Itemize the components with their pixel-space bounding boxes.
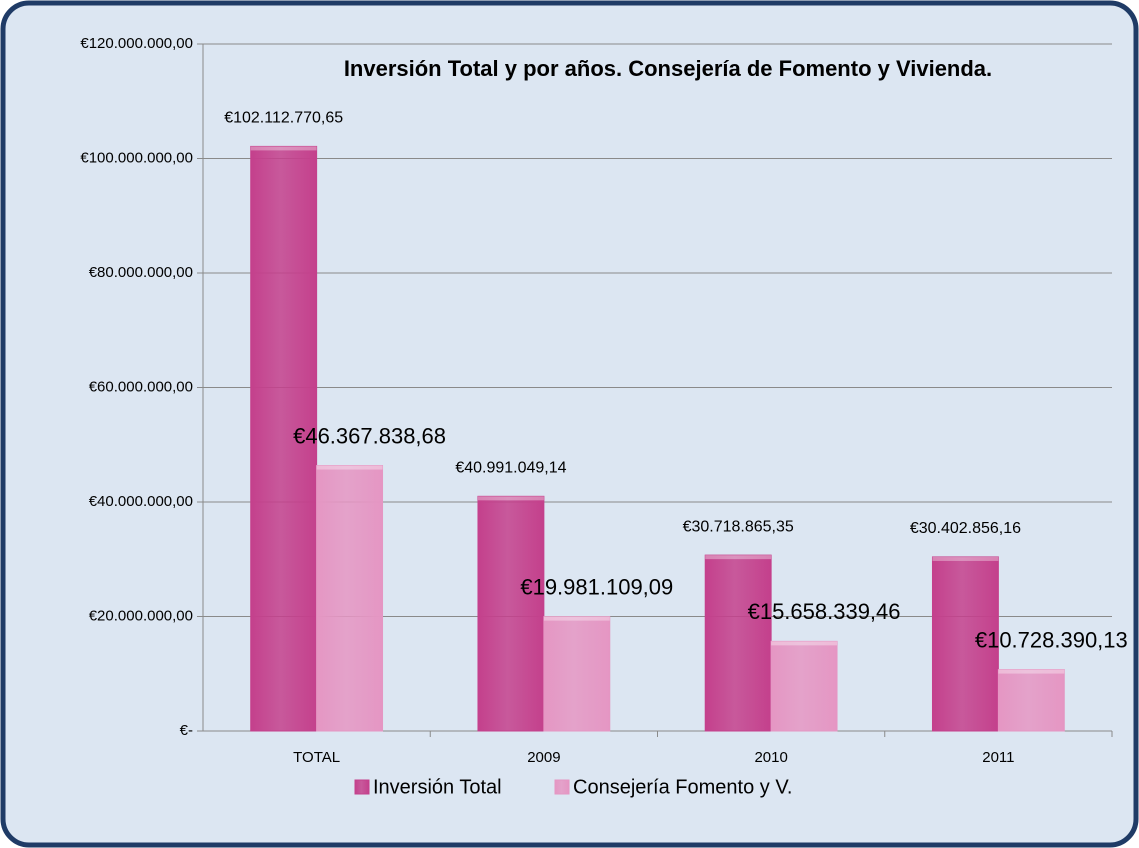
legend-swatch: [354, 779, 370, 795]
bar-top: [932, 556, 999, 561]
value-label: €40.991.049,14: [455, 460, 566, 477]
y-tick-label: €80.000.000,00: [89, 264, 193, 281]
value-label: €102.112.770,65: [224, 110, 343, 127]
bar: [477, 495, 545, 732]
bar: [543, 616, 611, 732]
legend-label: Inversión Total: [373, 776, 502, 798]
bar-top: [250, 146, 317, 151]
y-tick-label: €-: [180, 722, 193, 739]
bar: [770, 640, 838, 732]
value-label: €30.402.856,16: [910, 520, 1021, 537]
bar: [316, 465, 384, 732]
x-tick-label: 2009: [527, 749, 560, 766]
bar-top: [771, 641, 838, 646]
x-tick-label: 2010: [754, 749, 787, 766]
bar-top: [316, 465, 383, 470]
legend-label: Consejería Fomento y V.: [573, 776, 792, 798]
bar: [250, 145, 318, 732]
value-label: €10.728.390,13: [975, 627, 1128, 652]
bar: [931, 556, 999, 732]
value-label: €30.718.865,35: [683, 518, 794, 535]
value-label: €15.658.339,46: [748, 599, 901, 624]
y-tick-label: €40.000.000,00: [89, 493, 193, 510]
y-tick-label: €100.000.000,00: [80, 149, 193, 166]
bar: [704, 554, 772, 732]
bar-top: [543, 616, 610, 621]
bar-top: [705, 555, 772, 560]
x-tick-label: 2011: [982, 749, 1014, 766]
y-tick-label: €20.000.000,00: [89, 607, 193, 624]
bar-top: [477, 496, 544, 501]
bar: [997, 669, 1065, 732]
legend-swatch: [554, 779, 570, 795]
value-label: €46.367.838,68: [293, 423, 446, 448]
y-tick-label: €60.000.000,00: [89, 378, 193, 395]
bar-top: [998, 669, 1065, 674]
y-tick-label: €120.000.000,00: [80, 35, 193, 52]
chart-title: Inversión Total y por años. Consejería d…: [344, 56, 992, 81]
x-tick-label: TOTAL: [293, 749, 340, 766]
value-label: €19.981.109,09: [520, 574, 673, 599]
